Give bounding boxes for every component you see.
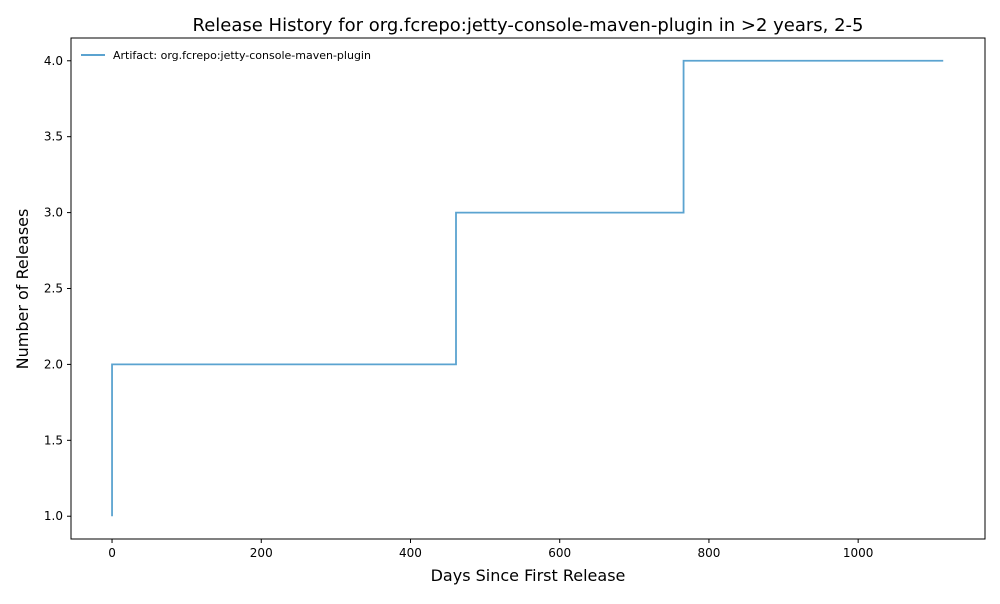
y-axis-label: Number of Releases [13, 209, 32, 370]
y-tick-label: 1.0 [44, 509, 63, 523]
y-tick-label: 2.0 [44, 357, 63, 371]
series-line-0 [111, 59, 944, 517]
x-tick-label: 200 [250, 546, 273, 560]
legend: Artifact: org.fcrepo:jetty-console-maven… [81, 49, 371, 62]
y-tick-label: 3.5 [44, 130, 63, 144]
x-tick-label: 400 [399, 546, 422, 560]
y-tick-label: 2.5 [44, 282, 63, 296]
x-tick-label: 0 [108, 546, 116, 560]
y-tick-label: 1.5 [44, 433, 63, 447]
legend-label: Artifact: org.fcrepo:jetty-console-maven… [113, 49, 371, 62]
x-tick-label: 600 [548, 546, 571, 560]
x-axis-label: Days Since First Release [431, 566, 626, 585]
chart-title: Release History for org.fcrepo:jetty-con… [193, 15, 864, 36]
plot-area: 0 200 400 600 800 1000 1.0 1.5 2.0 2.5 3.0 3.5 4.0 [44, 37, 986, 560]
x-tick-label: 800 [697, 546, 720, 560]
y-tick-label: 4.0 [44, 54, 63, 68]
x-tick-label: 1000 [843, 546, 874, 560]
y-tick-label: 3.0 [44, 206, 63, 220]
